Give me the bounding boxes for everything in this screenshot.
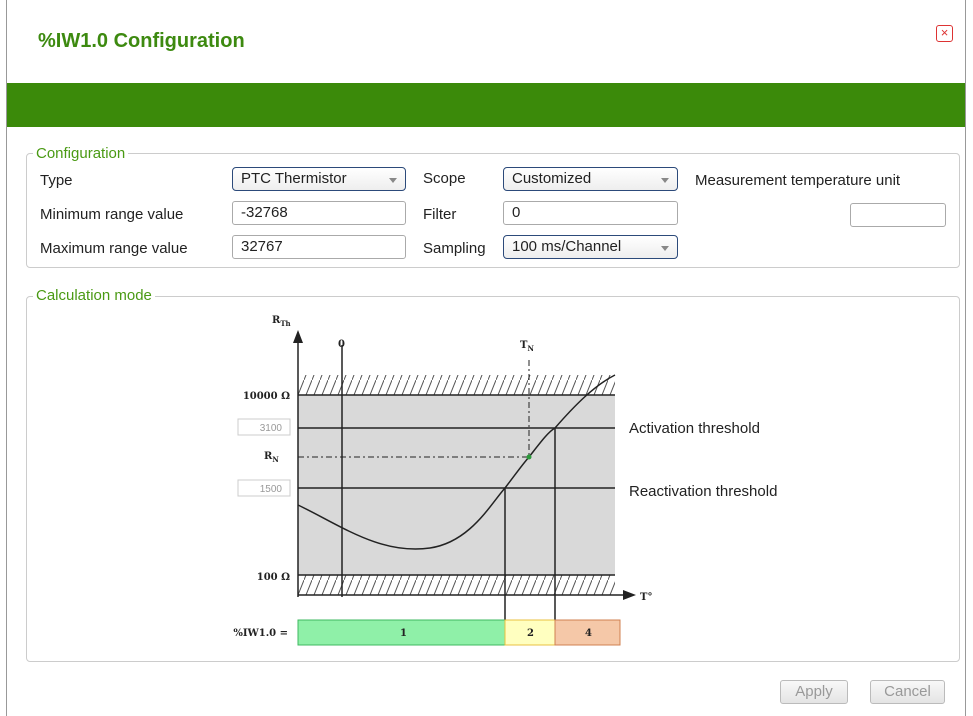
filter-input[interactable]: 0 (503, 201, 678, 225)
unit-input[interactable] (850, 203, 946, 227)
apply-button[interactable]: Apply (780, 680, 848, 704)
min-input[interactable]: -32768 (232, 201, 406, 225)
calc-group (26, 296, 960, 662)
output-label: %IW1.0 = (233, 628, 288, 639)
label: Minimum range value (40, 206, 184, 223)
zone: 4 (585, 628, 592, 639)
sampling-dropdown[interactable]: 100 ms/Channel (503, 235, 678, 259)
group-legend: Configuration (33, 145, 129, 162)
label: Maximum range value (40, 240, 188, 257)
y-axis-label: RTh (272, 315, 291, 328)
config-group (26, 153, 960, 268)
header-bar (7, 83, 965, 127)
band (298, 395, 615, 575)
reactivation-value: 1500 (260, 484, 283, 495)
hatch (298, 575, 615, 595)
close-button[interactable]: × (936, 25, 953, 42)
r-high: 10000 Ω (243, 391, 290, 402)
tn-label: TN (520, 340, 534, 353)
cancel-button[interactable]: Cancel (870, 680, 945, 704)
max-input[interactable]: 32767 (232, 235, 406, 259)
r-low: 100 Ω (257, 572, 290, 583)
activation-value: 3100 (260, 423, 283, 434)
label: Scope (423, 170, 466, 187)
scope-dropdown[interactable]: Customized (503, 167, 678, 191)
dialog-title: %IW1.0 Configuration (38, 30, 245, 52)
label: Measurement temperature unit (695, 172, 901, 189)
x-axis-label: T° (640, 592, 652, 603)
label: Sampling (423, 240, 486, 257)
label: Type (40, 172, 73, 189)
zero-label: 0 (338, 339, 345, 350)
dialog (6, 0, 966, 716)
reactivation-label: Reactivation threshold (629, 483, 777, 500)
activation-label: Activation threshold (629, 420, 760, 437)
zone: 2 (527, 628, 534, 639)
group-legend: Calculation mode (33, 287, 155, 304)
hatch (298, 375, 615, 395)
zone: 1 (400, 628, 407, 639)
rn-label: RN (264, 451, 279, 464)
label: Filter (423, 206, 457, 223)
type-dropdown[interactable]: PTC Thermistor (232, 167, 406, 191)
